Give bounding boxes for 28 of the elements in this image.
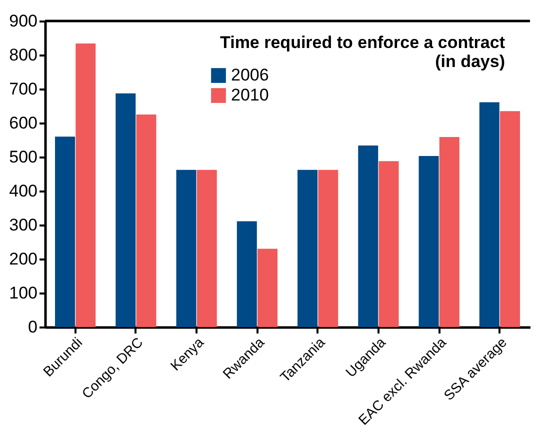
y-tick-label: 100 [9,284,38,302]
bar [196,170,217,327]
y-tick-label: 200 [9,250,38,268]
y-tick-label: 900 [9,12,38,30]
bar [500,111,520,327]
bar [55,136,76,327]
bar [236,221,257,327]
y-tick-label: 300 [9,216,38,234]
bar [136,114,156,327]
bar [378,161,399,327]
legend-label: 2006 [231,66,269,84]
y-tick-label: 700 [9,80,38,98]
bar [479,102,500,327]
bar [439,136,460,327]
bar [418,156,439,327]
bar [257,248,278,327]
y-tick-label: 600 [9,114,38,132]
y-tick-label: 400 [9,182,38,200]
bar [116,93,136,327]
y-tick-label: 0 [28,318,38,336]
bar [76,43,96,327]
bar [358,145,378,327]
y-tick-label: 500 [9,148,38,166]
bar [298,170,318,327]
bar [176,170,196,327]
legend-label: 2010 [231,86,269,104]
y-tick-label: 800 [9,46,38,64]
bar [318,170,338,327]
